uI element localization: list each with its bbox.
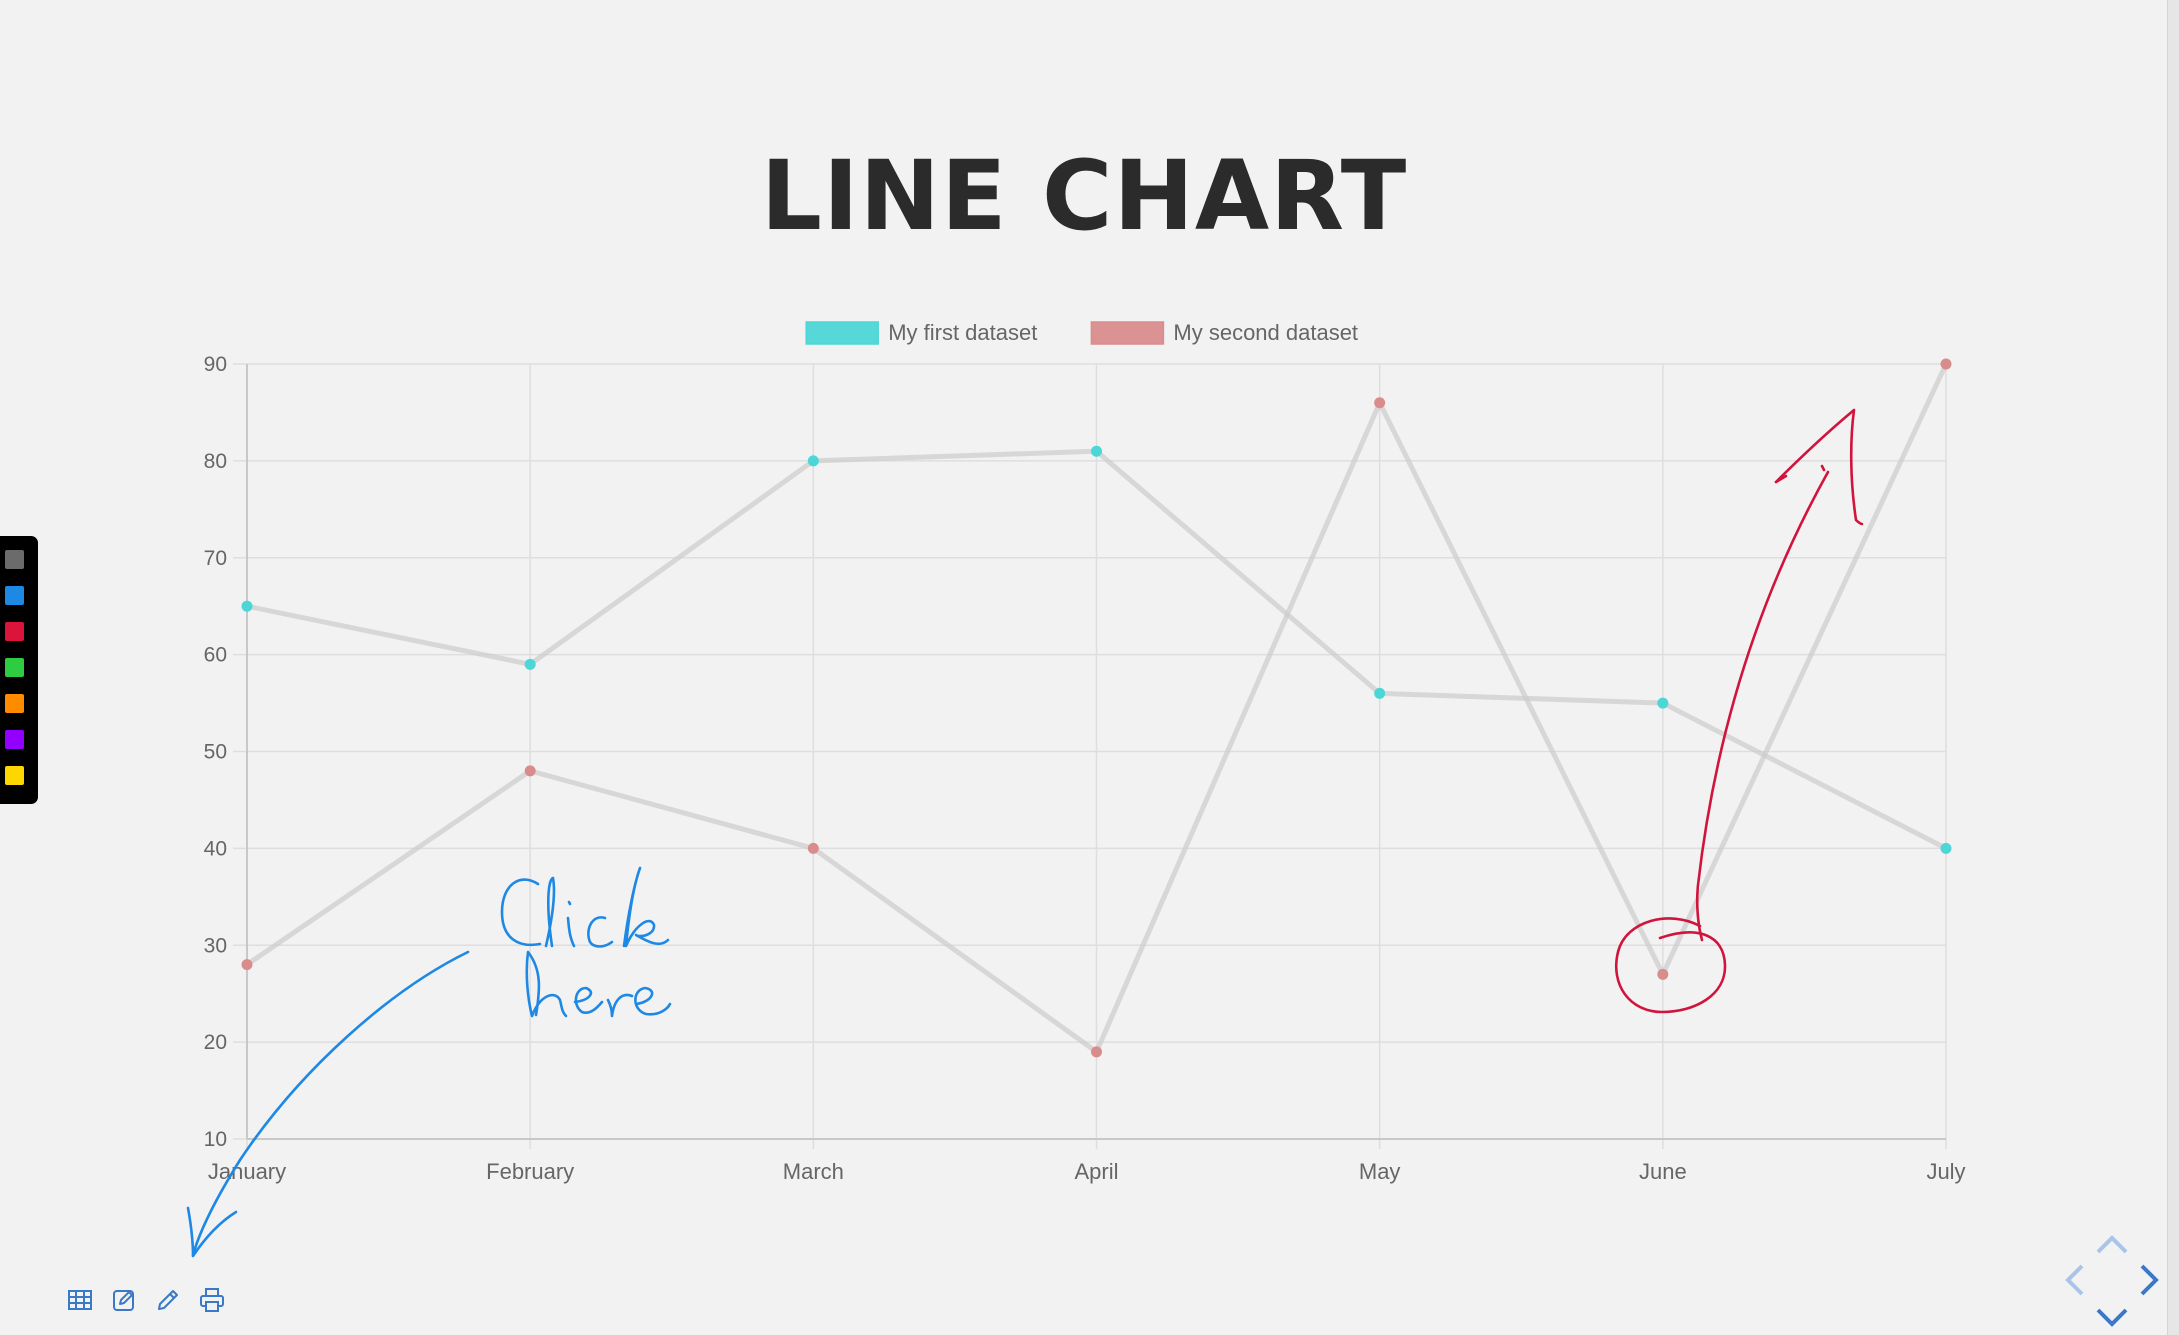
data-point (1940, 358, 1952, 370)
data-point (807, 455, 819, 467)
edit-icon[interactable] (110, 1286, 138, 1314)
data-point (1374, 687, 1386, 699)
chart-labels: 10 20 30 40 50 60 70 80 90 January February March Ap… (204, 353, 1966, 1184)
y-tick-label: 80 (204, 450, 227, 473)
palette-swatch-2[interactable] (5, 586, 24, 605)
nav-right-icon[interactable] (2140, 1264, 2159, 1296)
y-tick-label: 90 (204, 353, 227, 376)
bottom-toolbar (66, 1286, 226, 1314)
nav-up-icon[interactable] (2096, 1235, 2128, 1254)
window-edge (2167, 0, 2179, 1335)
legend-label: My first dataset (888, 320, 1037, 345)
y-tick-label: 50 (204, 741, 227, 764)
data-point (1091, 445, 1102, 457)
chart-grid (233, 363, 1947, 1149)
x-tick-label: May (1359, 1159, 1401, 1184)
slide-navigation (2065, 1235, 2159, 1327)
palette-swatch-4[interactable] (5, 658, 24, 677)
data-point (1374, 397, 1386, 409)
data-point (1091, 1046, 1102, 1058)
y-tick-label: 10 (204, 1128, 227, 1151)
nav-left-icon[interactable] (2065, 1264, 2084, 1296)
ink-color-palette (0, 536, 38, 804)
ink-circle-and-arrow-red (1615, 408, 1864, 1014)
data-point (524, 765, 536, 777)
palette-swatch-1[interactable] (5, 550, 24, 569)
chart-points (241, 358, 1952, 1058)
y-tick-label: 20 (204, 1031, 227, 1054)
y-tick-label: 40 (204, 837, 227, 860)
legend-label: My second dataset (1173, 320, 1358, 345)
data-point (1657, 968, 1669, 980)
ink-click-here-handwriting (500, 866, 672, 1018)
x-tick-label: March (783, 1159, 844, 1184)
slide-title: LINE CHART (760, 140, 1408, 252)
ink-arrow-blue (186, 950, 470, 1258)
data-point (807, 842, 819, 854)
x-tick-label: February (486, 1159, 574, 1184)
y-tick-label: 70 (204, 547, 227, 570)
legend-item-2[interactable]: My second dataset (1090, 320, 1358, 345)
data-point (241, 959, 253, 971)
y-tick-label: 60 (204, 644, 227, 667)
data-point (1940, 842, 1952, 854)
legend-swatch (1090, 321, 1165, 345)
pencil-icon[interactable] (154, 1286, 182, 1314)
print-icon[interactable] (198, 1286, 226, 1314)
palette-swatch-5[interactable] (5, 694, 24, 713)
palette-swatch-3[interactable] (5, 622, 24, 641)
ink-annotations (186, 408, 1864, 1258)
data-point (524, 658, 536, 670)
palette-swatch-6[interactable] (5, 730, 24, 749)
legend-swatch (805, 321, 879, 345)
x-tick-label: April (1074, 1159, 1118, 1184)
legend-item-1[interactable]: My first dataset (805, 320, 1037, 345)
x-tick-label: June (1639, 1159, 1687, 1184)
data-point (1657, 697, 1669, 709)
chart-legend[interactable]: My first dataset My second dataset (805, 320, 1358, 345)
table-icon[interactable] (66, 1286, 94, 1314)
nav-down-icon[interactable] (2096, 1308, 2128, 1327)
y-tick-label: 30 (204, 934, 227, 957)
x-tick-label: January (208, 1159, 286, 1184)
palette-swatch-7[interactable] (5, 766, 24, 785)
x-tick-label: July (1926, 1159, 1965, 1184)
data-point (241, 600, 253, 612)
